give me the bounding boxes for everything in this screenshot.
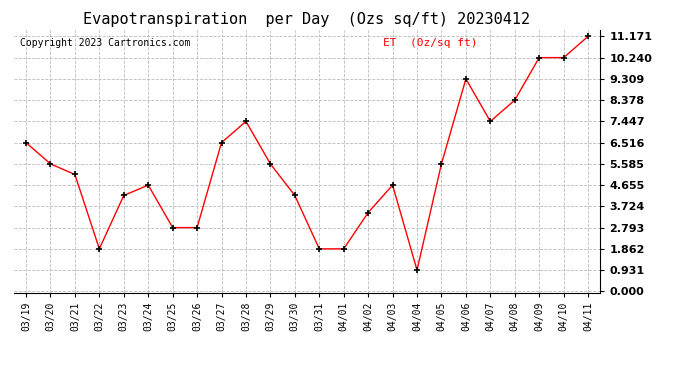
Title: Evapotranspiration  per Day  (Ozs sq/ft) 20230412: Evapotranspiration per Day (Ozs sq/ft) 2… xyxy=(83,12,531,27)
Text: ET  (0z/sq ft): ET (0z/sq ft) xyxy=(384,38,477,48)
Text: Copyright 2023 Cartronics.com: Copyright 2023 Cartronics.com xyxy=(19,38,190,48)
